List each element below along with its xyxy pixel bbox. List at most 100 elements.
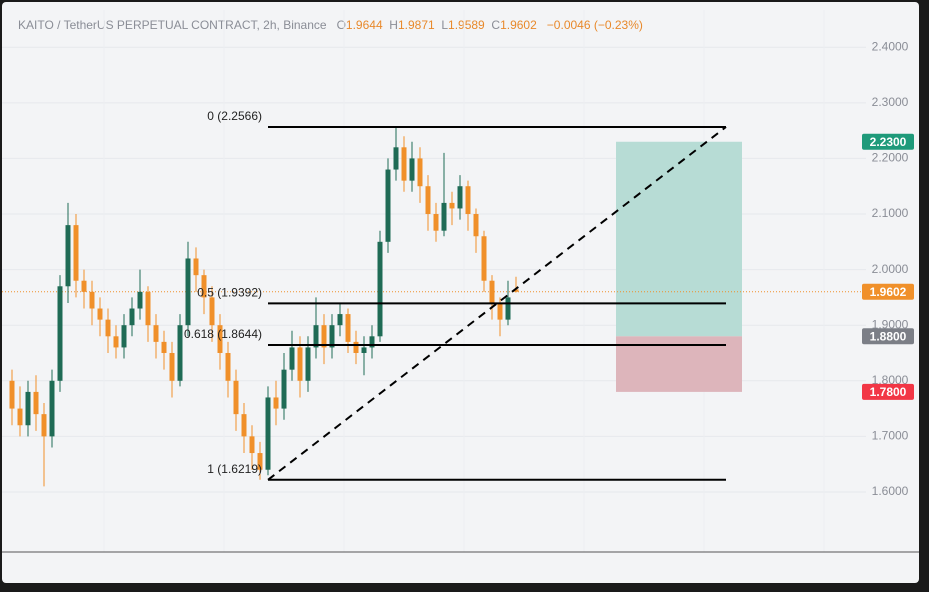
candle-body xyxy=(297,347,303,381)
candle-body xyxy=(185,258,191,326)
target-tag-label: 2.2300 xyxy=(870,135,907,149)
candle-body xyxy=(89,291,95,309)
candle-body xyxy=(505,297,511,320)
candle-body xyxy=(377,241,383,337)
y-tick-label: 1.9000 xyxy=(872,317,909,331)
profit-zone xyxy=(616,141,742,337)
candle-body xyxy=(401,147,407,181)
candle-body xyxy=(65,225,71,287)
stop-tag xyxy=(862,383,914,400)
target-tag xyxy=(862,133,914,150)
candle-body xyxy=(137,291,143,309)
candle-body xyxy=(9,380,15,409)
ohlc-value: 1.9871 xyxy=(397,18,435,32)
candle-body xyxy=(49,380,55,437)
candle-body xyxy=(337,314,343,326)
candle-body xyxy=(105,319,111,337)
candle-body xyxy=(289,347,295,370)
candle-body xyxy=(281,369,287,409)
price-change: −0.0046 (−0.23%) xyxy=(546,18,643,32)
candle-body xyxy=(489,280,495,303)
candle-body xyxy=(513,289,519,292)
last-price-tag-label: 1.9602 xyxy=(870,285,907,299)
candle-body xyxy=(113,336,119,348)
candle-body xyxy=(329,325,335,348)
ohlc-legend: O1.9644 H1.9871 L1.9589 C1.9602 xyxy=(337,18,544,32)
candle-body xyxy=(153,325,159,342)
candle-body xyxy=(97,308,103,320)
last-price-tag xyxy=(862,283,914,300)
chart-title: KAITO / TetherUS PERPETUAL CONTRACT, 2h,… xyxy=(18,18,327,32)
ohlc-key: O xyxy=(336,18,346,32)
candle-body xyxy=(161,341,167,353)
candle-body xyxy=(353,341,359,353)
candle-body xyxy=(441,202,447,231)
candle-body xyxy=(265,397,271,470)
y-tick-label: 2.0000 xyxy=(872,262,909,276)
candle-body xyxy=(41,414,47,437)
candle-body xyxy=(233,380,239,415)
chart-header: KAITO / TetherUS PERPETUAL CONTRACT, 2h,… xyxy=(18,18,643,32)
candle-body xyxy=(201,275,207,298)
candle-body xyxy=(225,352,231,381)
candle-body xyxy=(465,186,471,215)
fib-label: 0.618 (1.8644) xyxy=(184,327,262,341)
fib-label: 1 (1.6219) xyxy=(207,462,262,476)
candle-body xyxy=(121,325,127,348)
ohlc-key: H xyxy=(389,18,398,32)
candle-body xyxy=(425,186,431,215)
ohlc-key: C xyxy=(491,18,501,32)
entry-tag xyxy=(862,328,914,345)
candle-body xyxy=(433,214,439,231)
y-tick-label: 2.4000 xyxy=(872,39,909,53)
candle-body xyxy=(33,391,39,415)
candle-body xyxy=(417,158,423,187)
candle-body xyxy=(257,453,263,470)
candle-body xyxy=(169,352,175,381)
trend-line xyxy=(267,126,727,481)
fib-label: 0 (2.2566) xyxy=(207,109,262,123)
candle-body xyxy=(241,414,247,437)
candle-body xyxy=(385,169,391,242)
candle-body xyxy=(81,280,87,292)
candle-body xyxy=(449,202,455,209)
candle-body xyxy=(481,236,487,281)
ohlc-value: 1.9644 xyxy=(345,18,383,32)
candle-body xyxy=(145,291,151,326)
y-tick-label: 2.3000 xyxy=(872,95,909,109)
candle-body xyxy=(129,308,135,326)
candle-body xyxy=(209,297,215,326)
chart: 2.4000 2.3000 2.2000 2.1000 2.0000 1.9000 1.80… xyxy=(2,10,919,553)
ohlc-value: 1.9602 xyxy=(500,18,537,32)
candle-body xyxy=(393,147,399,170)
candle-body xyxy=(497,302,503,320)
candle-body xyxy=(305,347,311,381)
candle-body xyxy=(369,336,375,348)
candle-body xyxy=(177,325,183,381)
chart-panel: KAITO / TetherUS PERPETUAL CONTRACT, 2h,… xyxy=(2,2,919,583)
y-tick-label: 1.8000 xyxy=(872,373,909,387)
ohlc-value: 1.9589 xyxy=(448,18,485,32)
candle-body xyxy=(361,347,367,353)
candle-body xyxy=(25,391,31,426)
candle-body xyxy=(345,314,351,342)
entry-tag-label: 1.8800 xyxy=(870,329,907,343)
candle-body xyxy=(17,408,23,426)
candle-body xyxy=(193,258,199,276)
ohlc-key: L xyxy=(441,18,449,32)
candle-body xyxy=(473,214,479,237)
candle-body xyxy=(313,325,319,348)
candle-body xyxy=(217,325,223,353)
stop-tag-label: 1.7800 xyxy=(870,385,907,399)
candle-body xyxy=(409,158,415,181)
y-tick-label: 1.7000 xyxy=(872,429,909,443)
y-tick-label: 2.2000 xyxy=(872,151,909,165)
candle-body xyxy=(321,325,327,348)
y-tick-label: 1.6000 xyxy=(872,484,909,498)
fib-label: 0.5 (1.9392) xyxy=(197,286,262,300)
candle-body xyxy=(73,225,79,281)
candle-body xyxy=(273,397,279,409)
candle-body xyxy=(249,436,255,454)
candle-body xyxy=(57,286,63,381)
candle-body xyxy=(457,186,463,209)
